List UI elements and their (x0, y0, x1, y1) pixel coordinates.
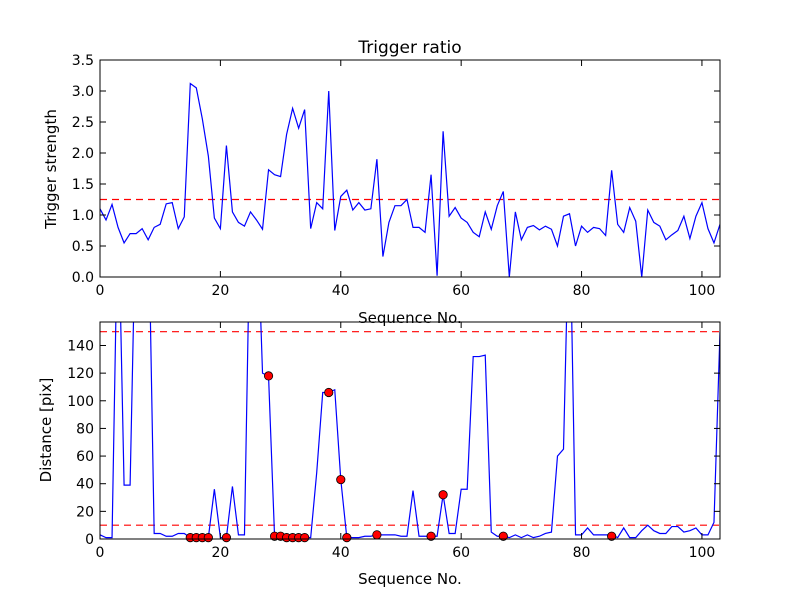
trigger-ticks-layer: 0 20 40 60 80 100 0.0 0.5 1.0 1.5 2.0 2.5 3.0 3.5 (72, 53, 720, 299)
trigger-strength-plot: Trigger ratio 0 20 40 60 80 100 0.0 0.5 1.0 1.5 2.… (42, 38, 721, 327)
distance-marker-point (342, 533, 352, 543)
trigger-x-tick-label: 40 (332, 283, 350, 299)
trigger-y-axis-label: Trigger strength (42, 109, 60, 230)
trigger-x-axis-label: Sequence No. (358, 309, 462, 327)
trigger-plot-frame (99, 59, 721, 278)
trigger-y-tick-label: 3.5 (72, 53, 94, 69)
distance-y-axis-label: Distance [pix] (37, 378, 55, 483)
trigger-series-layer (100, 82, 720, 277)
trigger-x-tick-label: 60 (452, 283, 470, 299)
distance-x-axis-label: Sequence No. (358, 570, 462, 588)
distance-marker-point (324, 387, 334, 398)
trigger-clipped-area (100, 82, 720, 277)
chart-title: Trigger ratio (357, 38, 461, 58)
trigger-y-tick-label: 0.0 (72, 270, 94, 286)
distance-x-tick-label: 100 (689, 545, 716, 561)
distance-x-tick-label: 80 (573, 545, 591, 561)
distance-x-tick-label: 20 (211, 545, 229, 561)
trigger-y-tick-label: 2.5 (72, 115, 94, 131)
distance-series-layer (100, 322, 720, 543)
distance-marker-point (336, 474, 346, 485)
trigger-y-tick-label: 3.0 (72, 84, 94, 100)
trigger-series-line (100, 82, 720, 277)
trigger-x-tick-label: 0 (96, 283, 105, 299)
distance-ticks-layer: 0 20 40 60 80 100 0 20 40 60 80 100 120 140 (67, 322, 720, 561)
distance-y-tick-label: 20 (76, 504, 94, 520)
distance-marker-point (263, 371, 274, 381)
distance-marker-point (372, 530, 382, 540)
distance-marker-point (203, 533, 213, 543)
trigger-y-tick-label: 1.5 (72, 177, 94, 193)
distance-marker-point (498, 531, 508, 541)
distance-plot-frame (99, 321, 721, 540)
distance-y-tick-label: 60 (76, 449, 94, 465)
distance-x-tick-label: 0 (96, 545, 105, 561)
trigger-y-tick-label: 2.0 (72, 146, 94, 162)
trigger-x-tick-label: 80 (573, 283, 591, 299)
trigger-y-tick-label: 1.0 (72, 208, 94, 224)
distance-marker-point (426, 531, 436, 541)
distance-y-tick-label: 100 (67, 394, 94, 410)
distance-marker-point (438, 490, 448, 500)
distance-y-tick-label: 120 (67, 366, 94, 382)
distance-x-tick-label: 60 (452, 545, 470, 561)
distance-y-tick-label: 0 (85, 532, 94, 548)
distance-plot: 0 20 40 60 80 100 0 20 40 60 80 100 120 140 Sequence … (37, 321, 721, 588)
distance-y-tick-label: 80 (76, 421, 94, 437)
distance-y-tick-label: 140 (67, 338, 94, 354)
distance-marker-point (221, 533, 232, 543)
distance-marker-point (607, 531, 617, 541)
distance-marker-point (300, 533, 310, 543)
distance-y-tick-label: 40 (76, 477, 94, 493)
distance-x-tick-label: 40 (332, 545, 350, 561)
trigger-x-tick-label: 100 (689, 283, 716, 299)
trigger-y-tick-label: 0.5 (72, 239, 94, 255)
trigger-x-tick-label: 20 (211, 283, 229, 299)
